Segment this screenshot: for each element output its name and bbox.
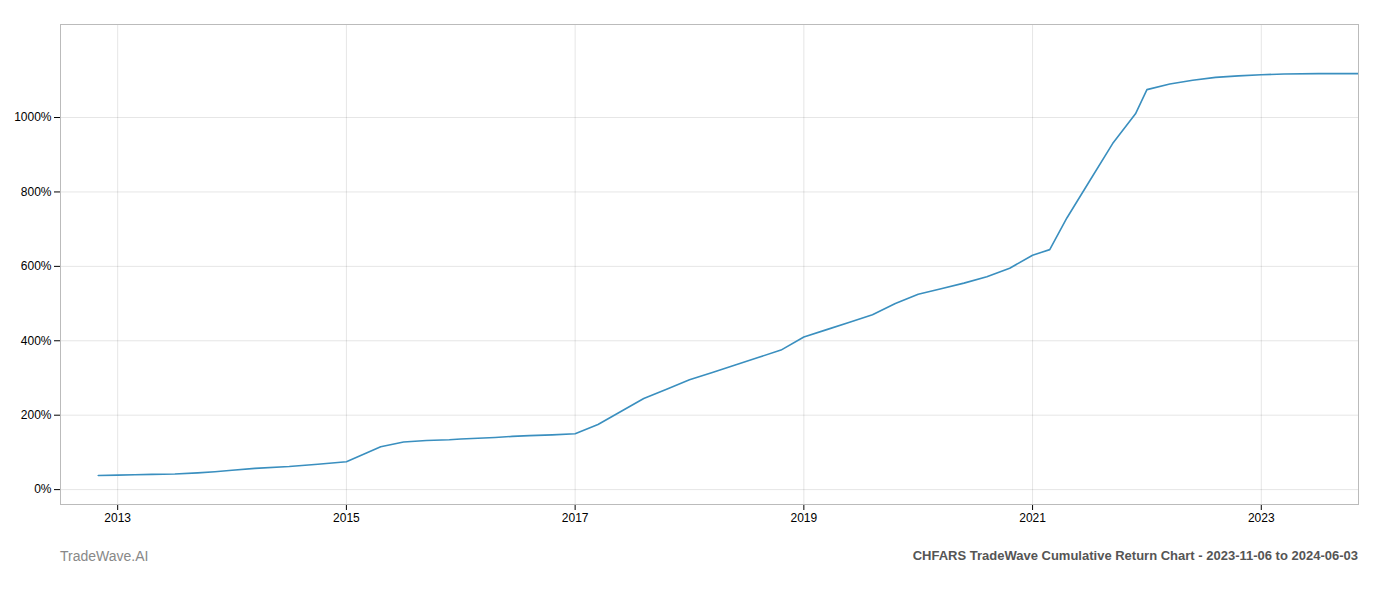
svg-text:0%: 0% xyxy=(34,482,52,496)
svg-text:200%: 200% xyxy=(21,408,52,422)
svg-text:2019: 2019 xyxy=(790,511,817,525)
svg-text:600%: 600% xyxy=(21,259,52,273)
svg-text:2021: 2021 xyxy=(1019,511,1046,525)
svg-text:2023: 2023 xyxy=(1248,511,1275,525)
svg-text:2013: 2013 xyxy=(104,511,131,525)
svg-text:2017: 2017 xyxy=(562,511,589,525)
svg-text:2015: 2015 xyxy=(333,511,360,525)
svg-text:400%: 400% xyxy=(21,334,52,348)
svg-text:800%: 800% xyxy=(21,185,52,199)
html-text:CHFARS TradeWave Cumulative Re: CHFARS TradeWave Cumulative Return Chart… xyxy=(912,548,1358,563)
svg-text:1000%: 1000% xyxy=(14,110,52,124)
html-text:TradeWave.AI: TradeWave.AI xyxy=(60,548,149,564)
